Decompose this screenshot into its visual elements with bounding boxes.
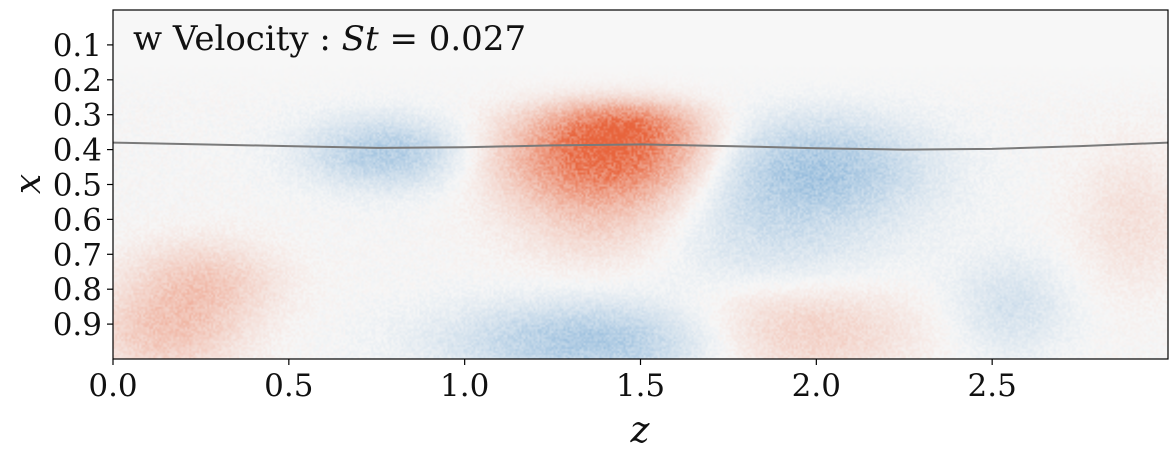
x-tick-label: 2.0	[792, 368, 841, 404]
x-tick-label: 2.5	[968, 368, 1017, 404]
title-prefix: w Velocity :	[133, 19, 342, 59]
x-axis-label: z	[630, 410, 651, 451]
y-tick-label: 0.1	[53, 28, 102, 64]
chart-title: w Velocity : St = 0.027	[133, 19, 526, 59]
y-tick-label: 0.4	[53, 133, 102, 169]
y-axis: 0.10.20.30.40.50.60.70.80.9	[53, 28, 113, 343]
y-tick-label: 0.7	[53, 237, 102, 273]
y-tick-label: 0.3	[53, 98, 102, 134]
x-tick-label: 1.0	[440, 368, 489, 404]
y-tick-label: 0.9	[53, 307, 102, 343]
y-tick-label: 0.8	[53, 272, 102, 308]
interface-line	[113, 141, 1168, 151]
y-axis-label: x	[8, 174, 49, 194]
x-tick-label: 0.0	[88, 368, 137, 404]
x-tick-label: 1.5	[616, 368, 665, 404]
x-axis: 0.0 0.5 1.0 1.5 2.0 2.5	[88, 359, 1017, 404]
y-tick-label: 0.6	[53, 202, 102, 238]
y-tick-label: 0.5	[53, 168, 102, 204]
title-variable: St	[342, 19, 379, 59]
velocity-field-image	[113, 10, 1168, 359]
y-tick-label: 0.2	[53, 63, 102, 99]
x-tick-label: 0.5	[264, 368, 313, 404]
title-suffix: = 0.027	[379, 19, 526, 59]
